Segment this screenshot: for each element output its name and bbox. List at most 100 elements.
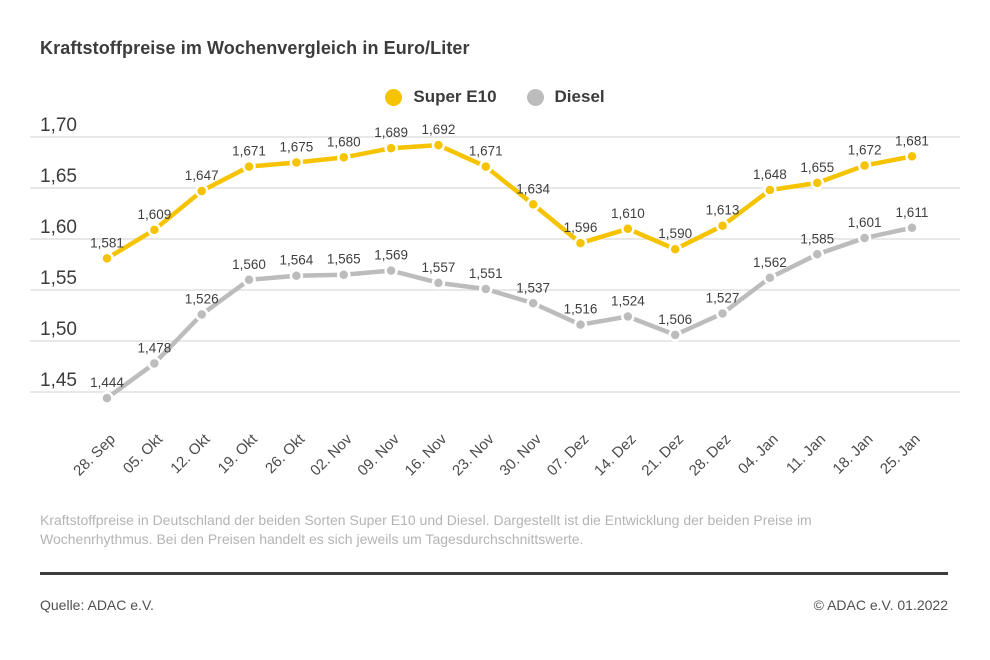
data-point-marker <box>100 391 114 405</box>
data-point-label: 1,647 <box>185 168 219 183</box>
data-point-marker <box>337 267 351 282</box>
data-point-marker <box>905 149 919 164</box>
x-tick-label: 07. Dez <box>544 431 593 480</box>
y-axis-labels: 1,70 1,65 1,60 1,55 1,50 1,45 <box>40 115 77 391</box>
data-point-marker <box>905 221 919 235</box>
data-point-label: 1,569 <box>374 248 408 263</box>
x-tick-label: 26. Okt <box>262 430 309 477</box>
copyright-text: © ADAC e.V. 01.2022 <box>813 597 948 613</box>
data-point-label: 1,524 <box>611 294 645 309</box>
fuel-price-line-chart: 1,70 1,65 1,60 1,55 1,50 1,45 28. Sep 05. Okt 12… <box>30 115 960 479</box>
legend-label: Diesel <box>554 87 605 106</box>
series-super-e10: 1,581 1,609 1,647 1,671 1,675 1,680 1,689 1,692… <box>90 122 929 266</box>
data-point-label: 1,562 <box>753 255 787 270</box>
data-point-label: 1,560 <box>232 257 266 272</box>
data-point-marker <box>194 307 209 322</box>
data-point-marker <box>763 183 777 197</box>
data-point-marker <box>384 141 398 155</box>
data-point-marker <box>715 306 730 321</box>
data-point-marker <box>289 268 304 283</box>
data-point-marker <box>573 236 588 250</box>
chart-legend: Super E10 Diesel <box>0 87 990 107</box>
series-line <box>104 142 915 261</box>
data-point-label: 1,585 <box>800 231 834 246</box>
data-point-marker <box>289 155 304 170</box>
series-markers <box>100 138 919 266</box>
data-point-marker <box>668 242 682 256</box>
legend-dot-icon <box>385 88 403 106</box>
series-diesel: 1,444 1,478 1,526 1,560 1,564 1,565 1,569 1,557… <box>90 205 928 405</box>
data-point-marker <box>431 276 446 290</box>
data-point-marker <box>479 159 493 174</box>
data-point-label: 1,506 <box>658 312 692 327</box>
x-tick-label: 28. Dez <box>686 431 735 480</box>
data-point-marker <box>763 271 777 285</box>
data-point-marker <box>857 231 872 245</box>
chart-description: Kraftstoffpreise in Deutschland der beid… <box>40 512 812 547</box>
series-value-labels: 1,581 1,609 1,647 1,671 1,675 1,680 1,689 1,692… <box>90 122 929 250</box>
data-point-label: 1,516 <box>564 302 598 317</box>
legend-item-diesel: Diesel <box>526 87 605 107</box>
page-title: Kraftstoffpreise im Wochenvergleich in E… <box>40 38 470 58</box>
data-point-label: 1,537 <box>516 280 550 295</box>
data-point-marker <box>573 317 588 332</box>
data-point-marker <box>857 158 872 173</box>
x-tick-label: 02. Nov <box>307 430 356 479</box>
data-point-label: 1,672 <box>848 143 882 158</box>
data-point-marker <box>242 273 256 287</box>
data-point-label: 1,478 <box>137 340 171 355</box>
x-tick-label: 28. Sep <box>70 431 119 480</box>
data-point-label: 1,527 <box>706 290 740 305</box>
data-point-label: 1,671 <box>469 144 503 159</box>
y-tick-label: 1,55 <box>40 268 77 289</box>
data-point-label: 1,526 <box>185 291 219 306</box>
data-point-marker <box>100 251 114 266</box>
y-tick-label: 1,50 <box>40 319 77 340</box>
data-point-label: 1,565 <box>327 252 361 267</box>
series-line <box>104 225 915 401</box>
data-point-marker <box>715 218 730 233</box>
data-point-label: 1,681 <box>895 133 929 148</box>
y-tick-label: 1,60 <box>40 217 77 238</box>
data-point-label: 1,675 <box>280 140 314 155</box>
source-text: Quelle: ADAC e.V. <box>40 597 154 613</box>
data-point-marker <box>526 197 540 212</box>
data-point-marker <box>337 150 351 165</box>
x-tick-label: 23. Nov <box>449 430 498 479</box>
legend-item-super-e10: Super E10 <box>385 87 497 107</box>
legend-dot-icon <box>526 88 544 106</box>
data-point-label: 1,551 <box>469 266 503 281</box>
data-point-marker <box>479 282 493 296</box>
data-point-label: 1,613 <box>706 203 740 218</box>
x-tick-label: 11. Jan <box>783 431 829 477</box>
data-point-marker <box>526 296 540 311</box>
gridlines <box>30 136 960 393</box>
data-point-label: 1,601 <box>848 215 882 230</box>
x-tick-label: 16. Nov <box>402 430 451 479</box>
x-tick-label: 14. Dez <box>591 431 640 480</box>
data-point-label: 1,590 <box>658 226 692 241</box>
data-point-marker <box>621 309 635 324</box>
data-point-label: 1,581 <box>90 235 124 250</box>
x-tick-label: 19. Okt <box>215 430 262 477</box>
data-point-label: 1,609 <box>137 207 171 222</box>
data-point-marker <box>384 263 398 278</box>
data-point-marker <box>147 223 162 237</box>
data-point-label: 1,610 <box>611 206 645 221</box>
y-tick-label: 1,45 <box>40 370 77 391</box>
data-point-label: 1,671 <box>232 144 266 159</box>
x-tick-label: 21. Dez <box>638 431 687 480</box>
data-point-marker <box>621 222 635 236</box>
data-point-label: 1,611 <box>896 205 929 220</box>
data-point-label: 1,596 <box>564 220 598 235</box>
x-tick-label: 25. Jan <box>877 431 924 478</box>
y-tick-label: 1,70 <box>40 115 77 136</box>
data-point-label: 1,655 <box>800 160 834 175</box>
x-tick-label: 09. Nov <box>354 430 403 479</box>
x-tick-label: 04. Jan <box>735 431 782 478</box>
series-value-labels: 1,444 1,478 1,526 1,560 1,564 1,565 1,569 1,557… <box>90 205 928 390</box>
data-point-marker <box>810 176 824 190</box>
data-point-label: 1,444 <box>90 375 124 390</box>
legend-label: Super E10 <box>413 87 497 106</box>
